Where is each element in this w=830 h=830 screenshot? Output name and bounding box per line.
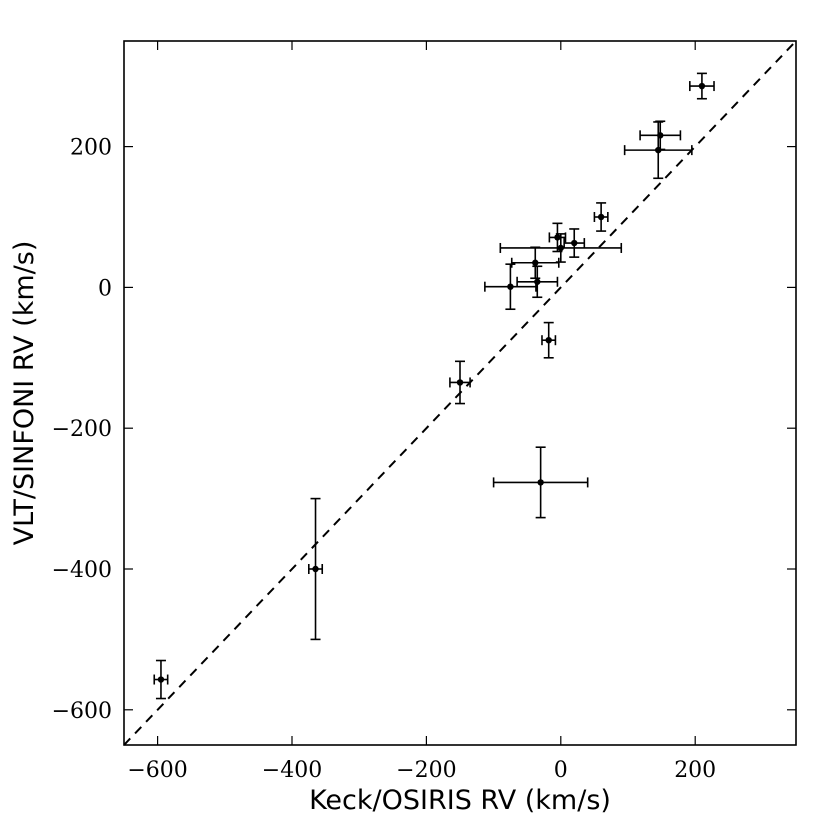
- plot-frame: [123, 40, 797, 746]
- data-point: [499, 233, 623, 263]
- y-axis-label: VLT/SINFONI RV (km/s): [9, 241, 40, 546]
- data-marker: [655, 146, 662, 154]
- data-marker: [507, 283, 514, 290]
- data-marker: [554, 234, 561, 241]
- data-marker: [537, 479, 544, 486]
- data-point: [593, 202, 609, 232]
- x-tick-label: 0: [554, 758, 568, 783]
- data-marker: [698, 82, 706, 90]
- x-axis-label: Keck/OSIRIS RV (km/s): [309, 785, 611, 816]
- data-point: [153, 659, 169, 700]
- x-tick-label: 200: [674, 758, 716, 783]
- data-marker: [597, 213, 605, 221]
- data-marker: [571, 239, 578, 247]
- data-marker: [456, 379, 464, 386]
- y-tick-label: −400: [52, 558, 112, 583]
- data-layer: [153, 72, 715, 700]
- x-tick-label: −400: [262, 758, 322, 783]
- y-tick-label: 200: [70, 136, 112, 161]
- data-point: [548, 222, 567, 253]
- data-point: [541, 321, 557, 359]
- data-marker: [532, 259, 539, 266]
- data-point: [307, 497, 324, 641]
- y-tick-label: 0: [98, 276, 112, 301]
- data-point: [623, 121, 693, 180]
- data-point: [492, 446, 589, 519]
- data-marker: [545, 337, 552, 344]
- data-point: [484, 263, 537, 311]
- data-point: [689, 72, 715, 100]
- data-point: [563, 228, 586, 258]
- data-marker: [157, 676, 165, 683]
- data-marker: [534, 278, 541, 285]
- data-point: [449, 360, 471, 405]
- tick-layer: −600 −400 −200 0 200 −600 −400 −200 0 200: [52, 41, 796, 783]
- y-tick-label: −200: [52, 417, 112, 442]
- data-marker: [312, 565, 319, 573]
- x-tick-label: −600: [127, 758, 187, 783]
- x-tick-label: −200: [396, 758, 456, 783]
- data-marker: [557, 244, 564, 252]
- data-point: [510, 246, 560, 280]
- y-tick-label: −600: [52, 699, 112, 724]
